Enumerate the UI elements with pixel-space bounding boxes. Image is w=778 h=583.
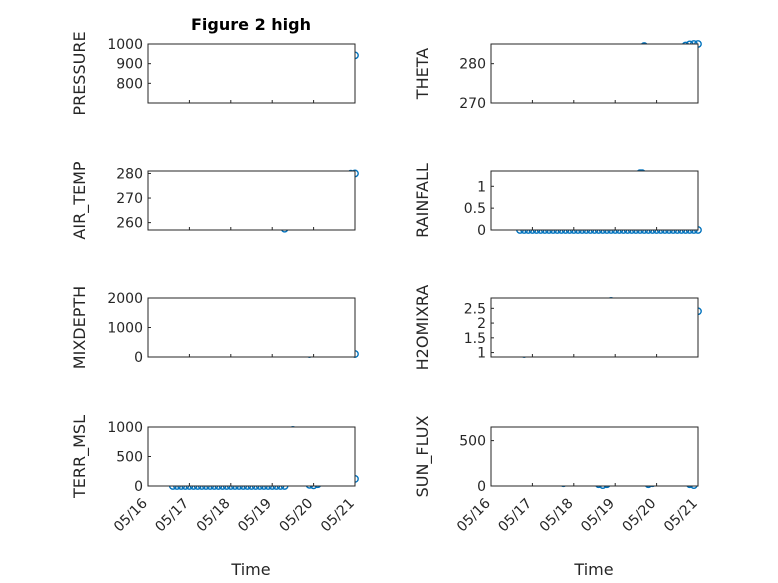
y-tick-label: 280	[459, 57, 486, 73]
y-tick-label: 1	[477, 179, 486, 195]
y-tick-label: 0	[477, 223, 486, 239]
y-tick-label: 1000	[107, 321, 143, 337]
x-axis-label-right: Time	[573, 560, 613, 579]
y-axis-label-rainfall: RAINFALL	[413, 163, 432, 238]
y-tick-label: 900	[116, 57, 143, 73]
axes-box	[490, 297, 699, 358]
y-tick-label: 1000	[107, 420, 143, 436]
y-tick-label: 270	[459, 96, 486, 112]
x-tick-label: 05/20	[620, 496, 660, 536]
x-tick-label: 05/18	[537, 496, 577, 536]
axes-box	[147, 170, 356, 231]
y-axis-label-theta: THETA	[413, 48, 432, 100]
subplot-sun-flux: SUN_FLUX Time 05/16 05/17 05/18 05/19 05/20 0…	[413, 416, 701, 579]
y-tick-label: 800	[116, 76, 143, 92]
y-axis-label-pressure: PRESSURE	[70, 31, 89, 115]
y-tick-label: 1000	[107, 37, 143, 53]
y-tick-label: 0	[477, 479, 486, 495]
x-tick-label: 05/16	[454, 495, 494, 535]
y-tick-label: 2.5	[464, 301, 486, 317]
y-tick-label: 500	[459, 434, 486, 450]
axes-box	[147, 297, 356, 358]
y-axis-label-air-temp: AIR_TEMP	[70, 161, 90, 239]
y-tick-label: 1	[477, 346, 486, 362]
x-tick-label: 05/19	[578, 496, 618, 536]
x-tick-label: 05/17	[495, 496, 535, 536]
y-tick-label: 260	[116, 216, 143, 232]
axes-box	[490, 43, 699, 104]
y-axis-label-h2omixra: H2OMIXRA	[413, 285, 432, 371]
x-tick-label: 05/17	[152, 496, 192, 536]
x-tick-label: 05/19	[235, 496, 275, 536]
axes-box	[490, 170, 699, 231]
axes-box	[490, 426, 699, 487]
subplot-theta: THETA 270 280	[413, 40, 702, 112]
figure-title: Figure 2 high	[191, 15, 311, 34]
subplot-air-temp: AIR_TEMP 260 270 280	[70, 161, 359, 240]
y-tick-label: 500	[116, 450, 143, 466]
y-axis-label-mixdepth: MIXDEPTH	[70, 286, 89, 369]
y-tick-label: 0.5	[464, 201, 486, 217]
y-tick-label: 2000	[107, 291, 143, 307]
y-tick-label: 1.5	[464, 331, 486, 347]
subplot-h2omixra: H2OMIXRA 11.522.5	[413, 285, 702, 371]
subplot-terr-msl: TERR_MSL Time 05/16 05/17 05/18 05/19 05/20 0…	[70, 415, 359, 579]
subplot-pressure: Figure 2 high PRESSURE 800 900 1000	[70, 15, 359, 116]
x-tick-label: 05/21	[318, 496, 358, 536]
y-tick-label: 0	[134, 350, 143, 366]
y-tick-label: 0	[134, 479, 143, 495]
axes-box	[147, 426, 356, 487]
y-axis-label-terr-msl: TERR_MSL	[70, 415, 90, 499]
axes-box	[147, 43, 356, 104]
x-tick-label: 05/16	[111, 495, 151, 535]
x-tick-label: 05/18	[194, 496, 234, 536]
x-tick-label: 05/20	[277, 496, 317, 536]
y-axis-label-sun-flux: SUN_FLUX	[413, 416, 433, 498]
subplot-rainfall: RAINFALL 0 0.5 1	[413, 163, 702, 239]
subplot-mixdepth: MIXDEPTH 0 1000 2000	[70, 286, 359, 369]
y-tick-label: 270	[116, 191, 143, 207]
y-tick-label: 280	[116, 166, 143, 182]
x-tick-label: 05/21	[661, 496, 701, 536]
x-axis-label-left: Time	[230, 560, 270, 579]
y-tick-label: 2	[477, 316, 486, 332]
